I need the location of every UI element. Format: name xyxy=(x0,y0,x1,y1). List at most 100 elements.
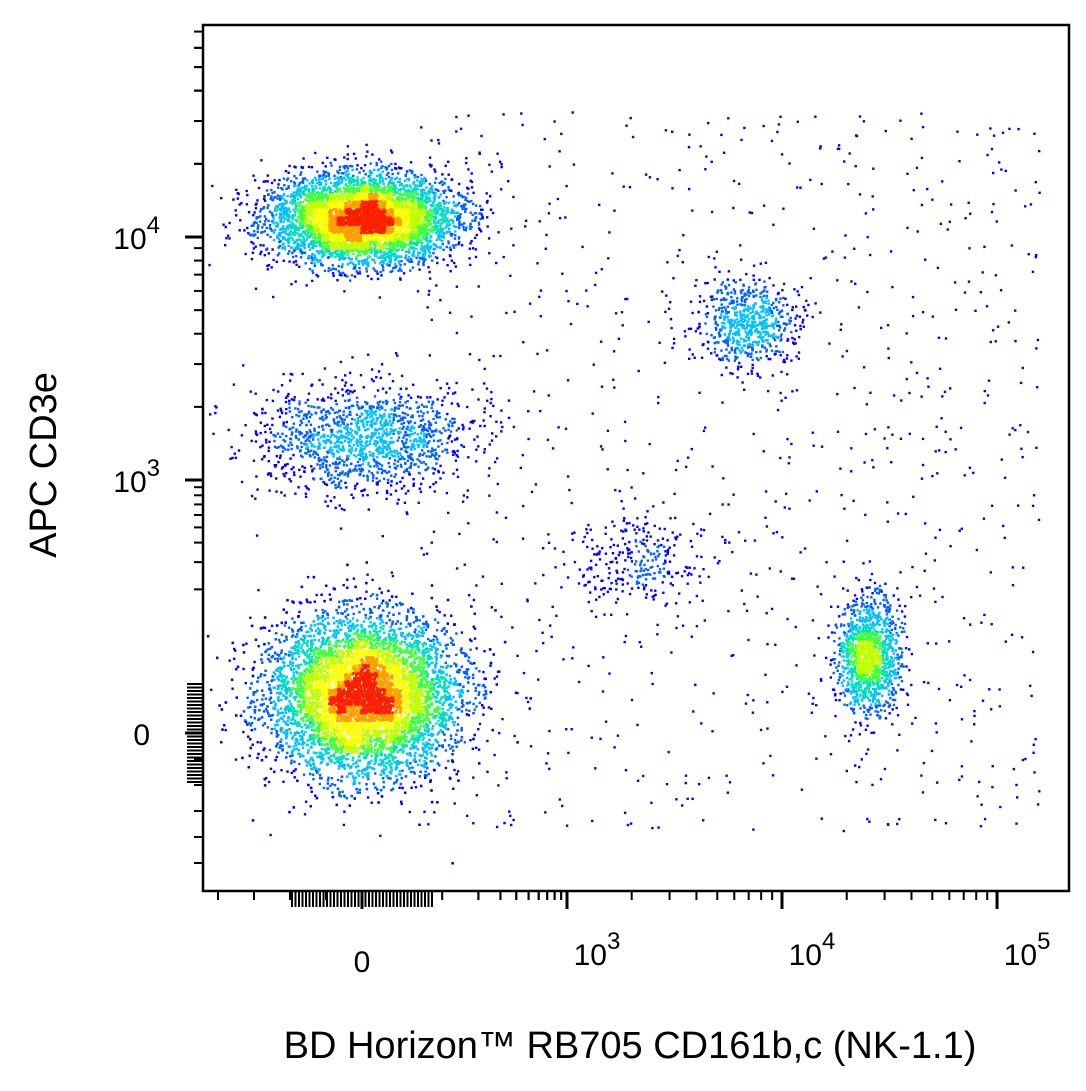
event-point xyxy=(294,280,297,283)
event-point xyxy=(425,405,428,408)
event-point xyxy=(473,438,476,441)
event-point xyxy=(595,553,598,556)
event-point xyxy=(648,442,651,446)
event-point xyxy=(224,728,227,732)
event-point xyxy=(311,279,314,283)
event-point xyxy=(440,629,443,632)
event-point xyxy=(338,462,341,465)
event-point xyxy=(459,216,462,219)
event-point xyxy=(475,204,478,207)
event-point xyxy=(355,270,358,273)
event-point xyxy=(572,163,576,166)
event-point xyxy=(326,434,329,438)
event-point xyxy=(590,736,593,739)
event-point xyxy=(846,603,850,606)
event-point xyxy=(269,688,272,692)
event-point xyxy=(466,405,469,409)
event-point xyxy=(854,282,857,285)
event-point xyxy=(310,449,313,452)
event-point xyxy=(412,621,416,624)
event-point xyxy=(254,705,257,708)
event-point xyxy=(893,698,897,702)
event-point xyxy=(496,482,499,486)
event-point xyxy=(373,395,377,398)
event-point xyxy=(333,422,336,425)
event-point xyxy=(419,410,423,413)
event-point xyxy=(493,677,496,680)
event-point xyxy=(847,622,850,626)
event-point xyxy=(407,622,410,625)
event-point xyxy=(270,718,273,721)
event-point xyxy=(348,599,351,602)
event-point xyxy=(400,440,404,443)
event-point xyxy=(866,724,869,727)
event-point xyxy=(418,180,421,183)
event-point xyxy=(210,688,213,692)
event-point xyxy=(646,522,649,525)
event-point xyxy=(330,268,333,271)
event-point xyxy=(397,455,400,458)
event-point xyxy=(452,749,455,752)
event-point xyxy=(896,714,900,717)
event-point xyxy=(699,332,702,335)
event-point xyxy=(321,424,324,428)
event-point xyxy=(1035,347,1038,350)
event-point xyxy=(671,187,674,190)
event-point xyxy=(433,454,436,457)
event-point xyxy=(468,638,472,641)
event-point xyxy=(288,406,291,409)
event-point xyxy=(315,273,318,277)
event-point xyxy=(445,654,449,658)
event-point xyxy=(326,779,330,782)
event-point xyxy=(387,164,391,168)
event-point xyxy=(407,471,410,474)
event-point xyxy=(490,606,493,609)
event-point xyxy=(658,527,661,530)
event-point xyxy=(606,468,609,471)
event-point xyxy=(455,454,458,457)
event-point xyxy=(453,738,457,742)
event-point xyxy=(272,295,275,299)
event-point xyxy=(356,419,360,422)
event-point xyxy=(325,466,328,469)
event-point xyxy=(890,682,894,685)
event-point xyxy=(734,357,737,360)
event-point xyxy=(589,528,592,531)
event-point xyxy=(312,575,316,579)
event-point xyxy=(775,317,778,320)
event-point xyxy=(264,180,268,183)
event-point xyxy=(266,206,269,209)
event-point xyxy=(744,539,747,542)
event-point xyxy=(316,614,319,618)
event-point xyxy=(795,355,798,358)
event-point xyxy=(434,177,438,180)
event-point xyxy=(398,401,402,404)
event-point xyxy=(353,275,357,278)
event-point xyxy=(877,710,880,714)
event-point xyxy=(710,334,713,337)
event-point xyxy=(483,650,486,653)
event-point xyxy=(401,416,405,419)
event-point xyxy=(413,447,417,451)
event-point xyxy=(910,596,913,599)
event-point xyxy=(683,330,687,333)
event-point xyxy=(342,448,345,451)
event-point xyxy=(405,625,408,629)
event-point xyxy=(451,450,455,453)
event-point xyxy=(481,575,485,578)
event-point xyxy=(325,410,328,413)
event-point xyxy=(428,426,431,429)
event-point xyxy=(671,346,674,350)
event-point xyxy=(455,225,458,228)
event-point xyxy=(723,315,726,318)
event-point xyxy=(891,620,894,623)
event-point xyxy=(485,192,488,195)
event-point xyxy=(561,804,564,808)
event-point xyxy=(726,344,730,347)
event-point xyxy=(410,169,414,173)
event-point xyxy=(475,448,478,451)
event-point xyxy=(442,190,445,193)
event-point xyxy=(323,435,326,439)
event-point xyxy=(357,427,360,430)
event-point xyxy=(978,780,981,784)
